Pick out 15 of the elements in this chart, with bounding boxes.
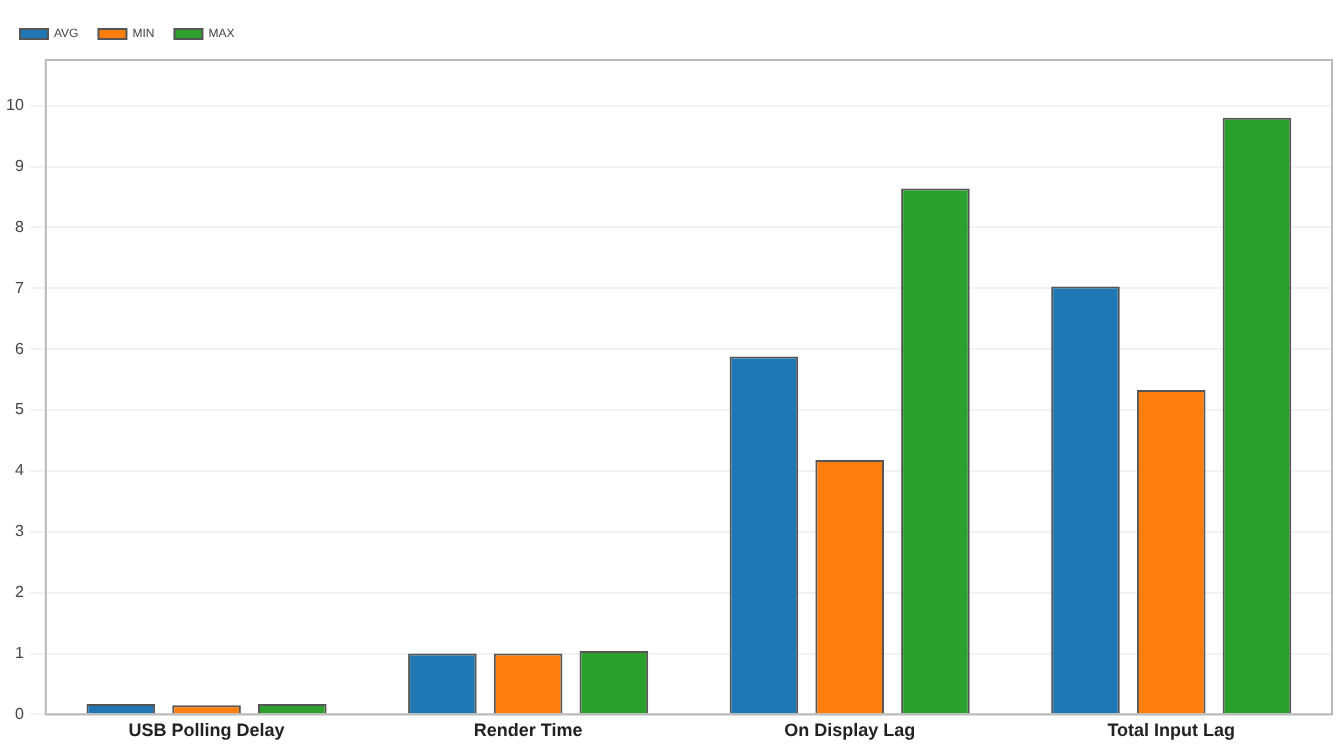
y-tick-label: 4 [14,461,25,480]
y-tick-label: 10 [5,96,25,115]
y-tick-label: 1 [14,643,25,662]
y-tick-label: 9 [14,156,25,175]
y-tick-label: 8 [14,217,25,236]
x-tick-label: USB Polling Delay [128,720,285,741]
y-tick-label: 7 [14,278,25,297]
x-tick-label: Total Input Lag [1107,720,1236,741]
x-tick-label: Render Time [473,720,583,741]
y-tick-label: 5 [14,400,25,419]
x-tick-label: On Display Lag [784,720,916,741]
y-tick-label: 0 [14,704,25,723]
y-tick-label: 3 [14,522,25,541]
y-tick-label: 2 [14,583,25,602]
y-tick-label: 6 [14,339,25,358]
